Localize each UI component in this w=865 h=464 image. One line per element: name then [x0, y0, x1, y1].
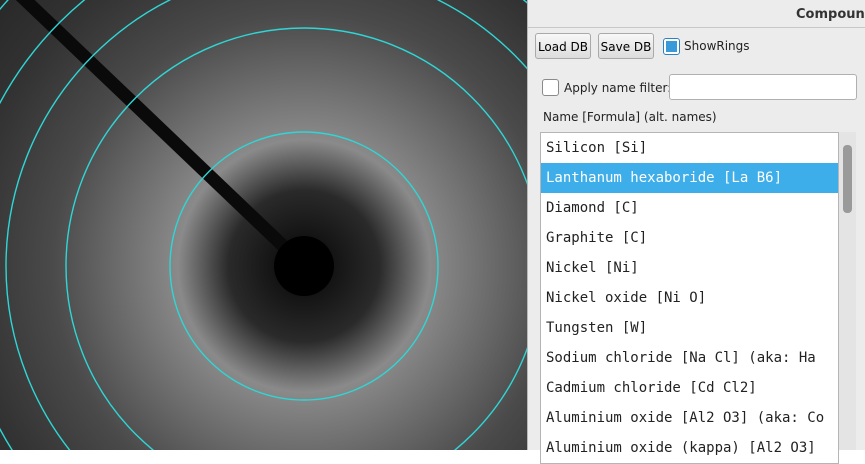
- show-rings-checkbox[interactable]: [663, 38, 680, 55]
- list-item[interactable]: Silicon [Si]: [546, 140, 648, 156]
- filter-checkbox[interactable]: [542, 79, 559, 96]
- list-item[interactable]: Nickel [Ni]: [546, 260, 639, 276]
- scrollbar[interactable]: [839, 132, 856, 450]
- diffraction-image: [0, 0, 527, 450]
- compound-panel: Compoun Load DB Save DB ShowRings Apply …: [527, 0, 865, 464]
- show-rings-label: ShowRings: [684, 39, 750, 53]
- list-item[interactable]: Graphite [C]: [546, 230, 648, 246]
- scrollbar-thumb[interactable]: [843, 145, 852, 213]
- list-header: Name [Formula] (alt. names): [543, 110, 717, 124]
- list-item[interactable]: Tungsten [W]: [546, 320, 648, 336]
- filter-label: Apply name filter:: [564, 81, 672, 95]
- list-item[interactable]: Nickel oxide [Ni O]: [546, 290, 707, 306]
- list-item[interactable]: Aluminium oxide [Al2 O3] (aka: Co: [546, 410, 825, 426]
- title-separator: [528, 27, 865, 28]
- filter-input[interactable]: [669, 74, 857, 100]
- list-item[interactable]: Lanthanum hexaboride [La B6]: [541, 163, 838, 193]
- compound-list: Silicon [Si] Lanthanum hexaboride [La B6]…: [540, 132, 839, 464]
- list-item[interactable]: Aluminium oxide (kappa) [Al2 O3]: [546, 440, 816, 456]
- window-title: Compoun: [796, 7, 865, 22]
- load-db-button[interactable]: Load DB: [535, 33, 591, 59]
- save-db-button[interactable]: Save DB: [598, 33, 654, 59]
- list-item[interactable]: Cadmium chloride [Cd Cl2]: [546, 380, 757, 396]
- list-item[interactable]: Diamond [C]: [546, 200, 639, 216]
- list-item[interactable]: Sodium chloride [Na Cl] (aka: Ha: [546, 350, 816, 366]
